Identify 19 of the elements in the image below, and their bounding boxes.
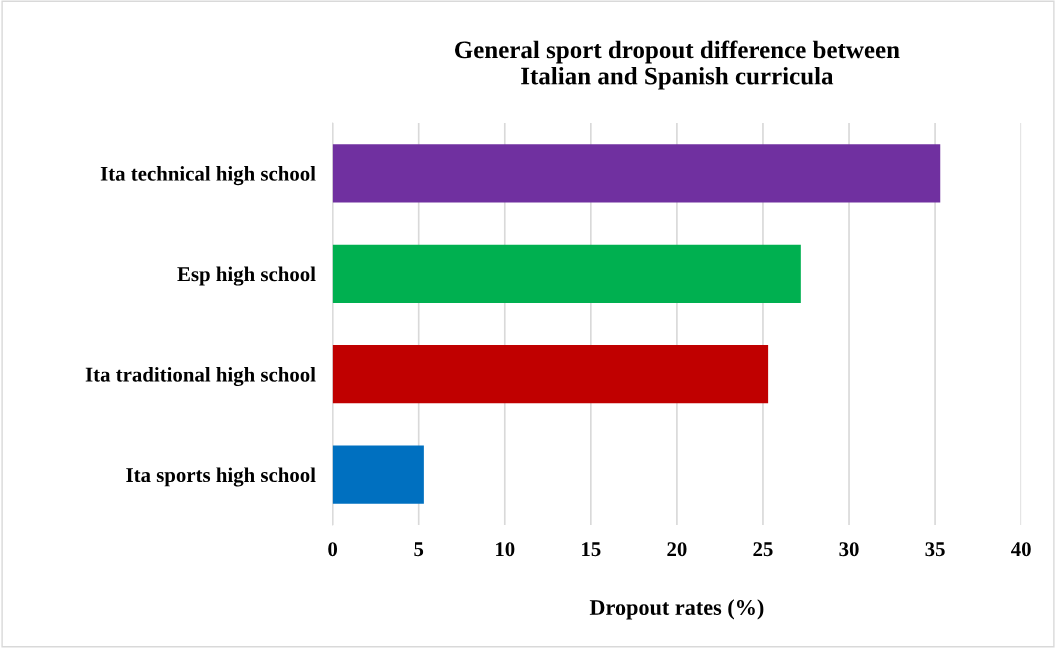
bar — [332, 445, 424, 504]
x-tick-label: 10 — [496, 542, 515, 557]
bar — [332, 144, 941, 203]
bar — [332, 345, 769, 404]
y-tick-label: Ita technical high school — [100, 166, 316, 186]
x-axis-title: Dropout rates (%) — [589, 599, 764, 620]
y-tick-label: Ita sports high school — [126, 467, 316, 487]
x-tick-label: 0 — [328, 542, 338, 557]
y-tick-label: Esp high school — [177, 266, 316, 286]
chart-title: General sport dropout difference between Italian and Spanish curricula — [454, 40, 900, 90]
x-tick-label: 15 — [582, 542, 601, 557]
x-tick-label: 5 — [414, 542, 424, 557]
x-tick-label: 35 — [925, 542, 945, 557]
x-tick-label: 25 — [753, 542, 773, 557]
x-tick-label: 40 — [1011, 542, 1031, 557]
bar — [332, 244, 801, 303]
x-tick-label: 20 — [667, 542, 687, 557]
x-tick-label: 30 — [839, 542, 859, 557]
y-tick-label: Ita traditional high school — [85, 366, 316, 387]
